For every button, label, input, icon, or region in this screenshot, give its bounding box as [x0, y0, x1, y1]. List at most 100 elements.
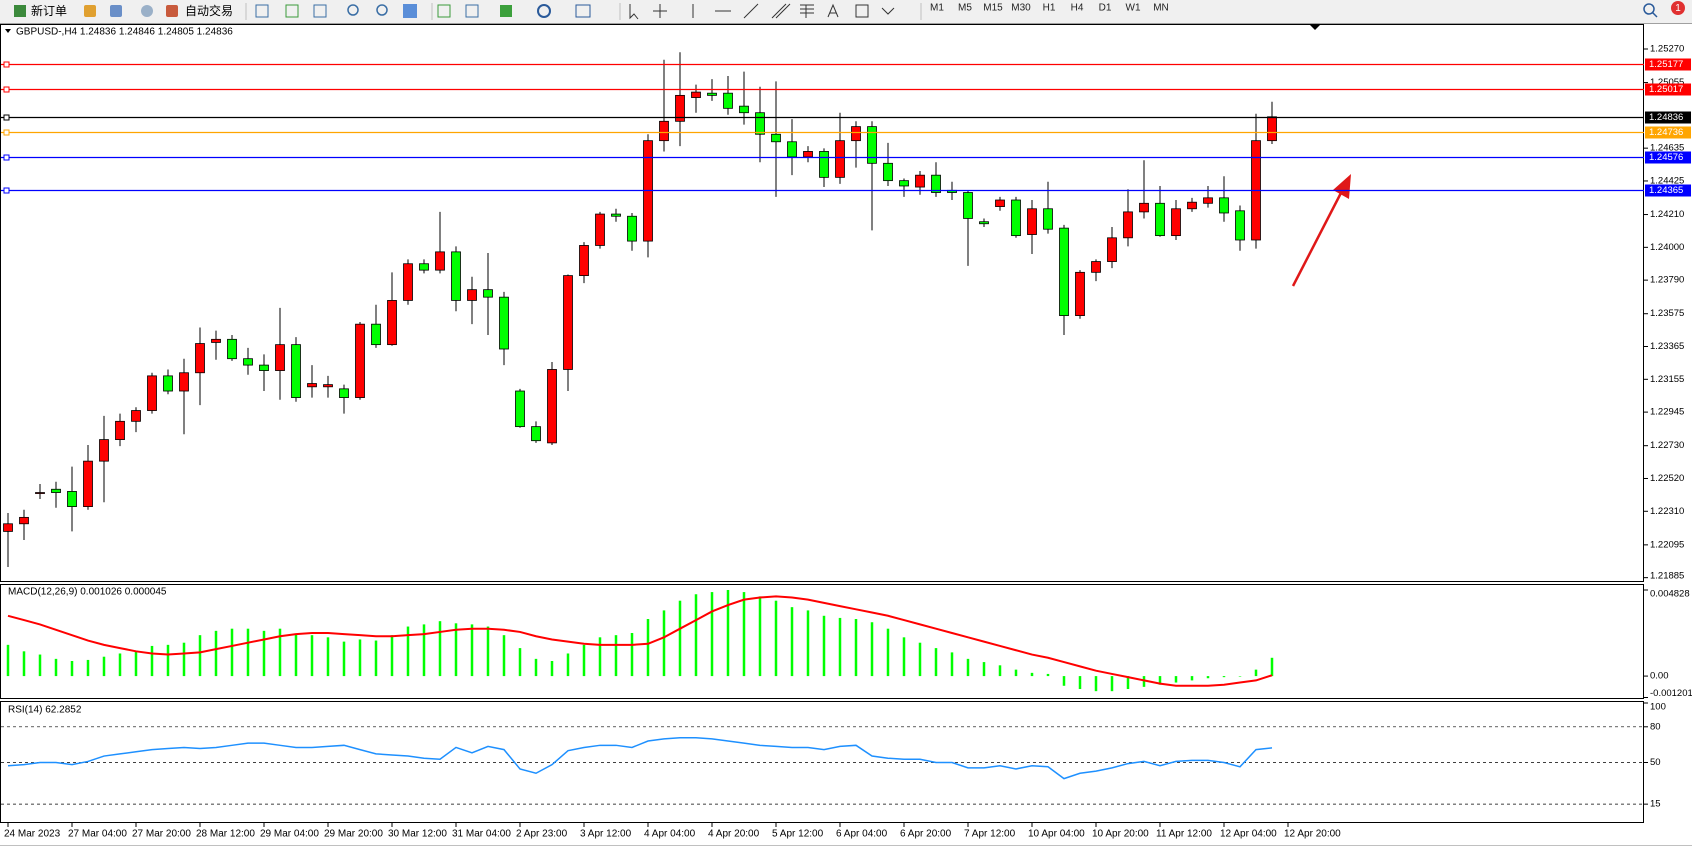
macd-histogram-bar [70, 661, 74, 677]
y-tick-label: -0.001201 [1650, 688, 1692, 699]
new-order-icon[interactable] [14, 5, 26, 17]
auto-trading-icon[interactable] [166, 5, 178, 17]
icon[interactable] [537, 4, 551, 18]
timeframe-button[interactable]: M15 [983, 3, 1003, 14]
y-tick-label: 1.22730 [1650, 440, 1684, 451]
y-tick-label: 1.24210 [1650, 209, 1684, 220]
timeframe-button[interactable]: W1 [1126, 3, 1141, 14]
macd-histogram-bar [1110, 676, 1114, 692]
macd-histogram-bar [918, 642, 922, 677]
icon[interactable] [84, 5, 96, 17]
icon[interactable] [285, 4, 299, 18]
candle-body [659, 120, 669, 142]
text-tool[interactable] [827, 3, 839, 18]
timeframe-button[interactable]: H1 [1043, 3, 1056, 14]
price-level-handle [3, 86, 10, 93]
candle-body [275, 344, 285, 371]
macd-histogram-bar [998, 665, 1002, 677]
macd-histogram-bar [214, 630, 218, 677]
macd-histogram-bar [790, 607, 794, 677]
candle-body [339, 388, 349, 398]
crosshair-tool[interactable] [653, 4, 667, 18]
macd-histogram-bar [1014, 669, 1018, 677]
fibo-tool[interactable] [800, 4, 814, 18]
macd-histogram-bar [470, 624, 474, 677]
trendline-tool[interactable] [743, 3, 759, 19]
candle-body [371, 323, 381, 346]
label-tool[interactable] [855, 4, 869, 18]
candle-body [83, 460, 93, 507]
candle-body [611, 213, 621, 217]
candle-body [51, 488, 61, 493]
macd-histogram-bar [326, 637, 330, 677]
icon[interactable] [110, 5, 122, 17]
candle-body [755, 112, 765, 135]
timeframe-button[interactable]: M30 [1011, 3, 1031, 14]
macd-histogram-bar [1190, 676, 1194, 681]
icon[interactable] [575, 4, 591, 18]
icon[interactable] [500, 5, 512, 17]
macd-histogram-bar [22, 651, 26, 677]
channel-tool[interactable] [771, 3, 791, 19]
timeframe-button[interactable]: M5 [958, 3, 972, 14]
macd-histogram-bar [278, 628, 282, 677]
macd-histogram-bar [1078, 676, 1082, 690]
icon[interactable] [313, 4, 327, 18]
timeframe-button[interactable]: D1 [1099, 3, 1112, 14]
toolbar [0, 0, 1692, 23]
notification-badge[interactable] [1671, 1, 1685, 15]
timeframe-button[interactable]: M1 [930, 3, 944, 14]
icon[interactable] [465, 4, 479, 18]
main-panel [0, 24, 1644, 582]
icon[interactable] [141, 5, 153, 17]
macd-histogram-bar [886, 628, 890, 677]
candle-body [131, 410, 141, 422]
cursor-tool[interactable] [629, 4, 639, 20]
x-tick-label: 6 Apr 04:00 [836, 829, 888, 840]
icon[interactable] [403, 4, 417, 18]
candle-body [883, 162, 893, 182]
candle-body [531, 426, 541, 442]
macd-histogram-bar [678, 600, 682, 677]
y-tick-label: 1.23790 [1650, 275, 1684, 286]
candle-body [1171, 208, 1181, 237]
panel-title: GBPUSD-,H4 1.24836 1.24846 1.24805 1.248… [16, 27, 233, 38]
candle-body [627, 215, 637, 242]
macd-histogram-bar [614, 635, 618, 677]
zoom-out[interactable] [376, 4, 388, 16]
x-tick-label: 27 Mar 20:00 [132, 829, 191, 840]
macd-histogram-bar [838, 617, 842, 677]
candle-body [419, 263, 429, 271]
price-level-label: 1.24736 [1649, 127, 1683, 138]
x-tick-label: 6 Apr 20:00 [900, 829, 952, 840]
candle-body [563, 275, 573, 370]
y-tick-label: 1.22520 [1650, 473, 1684, 484]
candle-body [1011, 199, 1021, 237]
icon[interactable] [255, 4, 269, 18]
auto-trading-button[interactable]: 自动交易 [185, 3, 233, 18]
y-tick-label: 1.23155 [1650, 374, 1684, 385]
candle-body [1187, 201, 1197, 210]
symbol-menu-marker [5, 29, 11, 33]
macd-histogram-bar [870, 622, 874, 677]
zoom-in[interactable] [347, 4, 359, 16]
x-tick-label: 11 Apr 12:00 [1156, 829, 1212, 840]
macd-histogram-bar [134, 651, 138, 677]
macd-histogram-bar [406, 626, 410, 677]
macd-histogram-bar [726, 590, 730, 677]
macd-histogram-bar [1046, 673, 1050, 677]
search-icon[interactable] [1643, 3, 1655, 15]
macd-histogram-bar [310, 635, 314, 677]
shapes-tool[interactable] [881, 7, 895, 15]
x-tick-label: 4 Apr 04:00 [644, 829, 696, 840]
new-order-button[interactable]: 新订单 [31, 3, 67, 18]
rsi-panel [0, 701, 1644, 823]
icon[interactable] [437, 4, 451, 18]
candle-body [227, 338, 237, 360]
macd-histogram-bar [1094, 676, 1098, 692]
timeframe-button[interactable]: H4 [1071, 3, 1084, 14]
price-level-box [1645, 58, 1691, 71]
timeframe-button[interactable]: MN [1153, 3, 1169, 14]
candle-body [355, 323, 365, 398]
macd-histogram-bar [774, 600, 778, 677]
